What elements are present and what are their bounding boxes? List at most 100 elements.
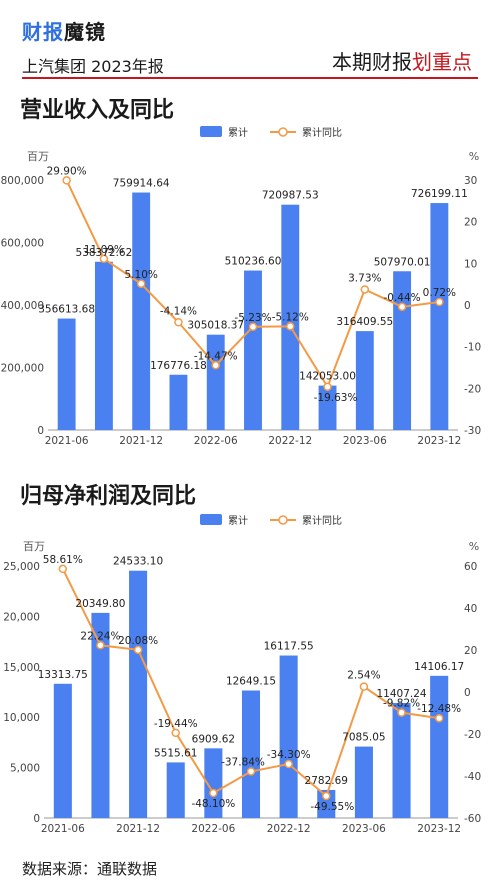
bar-value-label: 356613.68 bbox=[38, 304, 95, 316]
yoy-point bbox=[323, 382, 332, 392]
yoy-point bbox=[322, 791, 331, 801]
yoy-point bbox=[58, 564, 68, 574]
x-axis-tick: 2022-06 bbox=[194, 435, 238, 447]
bar-value-label: 20349.80 bbox=[75, 598, 125, 610]
bar-value-label: 176776.18 bbox=[150, 360, 207, 372]
brand-logo: 财报魔镜 bbox=[22, 16, 106, 45]
legend-swatch-bar bbox=[200, 514, 222, 525]
yoy-value-label: 11.09% bbox=[84, 244, 124, 256]
x-axis-tick: 2022-12 bbox=[268, 435, 312, 447]
brand-part2: 魔镜 bbox=[64, 20, 106, 44]
bar bbox=[317, 789, 336, 818]
yoy-point bbox=[96, 641, 105, 650]
bar-value-label: 12649.15 bbox=[226, 675, 276, 687]
yoy-point bbox=[397, 708, 406, 717]
legend-label-bar: 累计 bbox=[228, 126, 248, 139]
left-axis-tick: 10,000 bbox=[3, 712, 40, 724]
yoy-point bbox=[209, 788, 218, 798]
yoy-point bbox=[397, 302, 407, 312]
yoy-point bbox=[136, 279, 146, 288]
yoy-value-label: -49.55% bbox=[310, 801, 354, 813]
bar-value-label: 759914.64 bbox=[113, 178, 170, 190]
right-axis-tick: -20 bbox=[464, 729, 481, 741]
yoy-value-label: -4.14% bbox=[160, 305, 197, 317]
right-axis-tick: 0 bbox=[464, 300, 471, 312]
x-axis-tick: 2022-06 bbox=[191, 823, 235, 835]
yoy-point bbox=[62, 176, 71, 185]
left-axis-tick: 0 bbox=[33, 813, 40, 825]
bar bbox=[318, 385, 337, 430]
x-axis-tick: 2021-12 bbox=[119, 435, 163, 447]
bar bbox=[91, 612, 110, 818]
bar bbox=[57, 318, 76, 430]
bar bbox=[241, 690, 261, 818]
bar bbox=[281, 204, 300, 430]
right-axis-unit: % bbox=[469, 150, 479, 163]
chart-title-net-profit: 归母净利润及同比 bbox=[20, 484, 197, 509]
page-header: 财报魔镜 上汽集团 2023年报 本期财报划重点 bbox=[0, 0, 500, 80]
brand-part1: 财报 bbox=[22, 20, 64, 44]
yoy-point bbox=[246, 767, 256, 776]
yoy-point bbox=[174, 318, 183, 327]
legend-label-line: 累计同比 bbox=[302, 126, 342, 139]
right-axis-tick: 30 bbox=[464, 175, 477, 187]
yoy-value-label: 29.90% bbox=[47, 165, 87, 177]
yoy-point bbox=[248, 322, 258, 332]
yoy-point bbox=[359, 682, 369, 691]
right-axis-tick: 10 bbox=[464, 258, 477, 270]
legend-label-bar: 累计 bbox=[228, 514, 248, 527]
x-axis-tick: 2023-12 bbox=[417, 435, 461, 447]
bar-value-label: 5515.61 bbox=[154, 747, 197, 759]
yoy-point bbox=[435, 297, 444, 307]
left-axis-tick: 600,000 bbox=[1, 238, 44, 250]
bar-value-label: 510236.60 bbox=[225, 256, 282, 268]
bar-value-label: 14106.17 bbox=[414, 661, 464, 673]
legend-swatch-bar bbox=[200, 126, 222, 137]
right-axis-tick: 40 bbox=[464, 603, 477, 615]
yoy-point bbox=[284, 759, 293, 769]
bar-value-label: 507970.01 bbox=[374, 256, 431, 268]
yoy-point bbox=[211, 361, 220, 370]
bar bbox=[355, 331, 374, 430]
yoy-value-label: 3.73% bbox=[348, 272, 381, 284]
bar-value-label: 305018.37 bbox=[187, 320, 244, 332]
data-source: 数据来源：通联数据 bbox=[22, 860, 158, 878]
header-divider bbox=[22, 77, 478, 79]
bar bbox=[204, 748, 223, 818]
x-axis-tick: 2021-06 bbox=[45, 435, 89, 447]
bar-value-label: 2782.69 bbox=[305, 775, 348, 787]
right-axis-tick: 0 bbox=[464, 687, 471, 699]
x-axis-tick: 2023-12 bbox=[417, 823, 461, 835]
bar bbox=[132, 192, 151, 430]
bar-value-label: 11407.24 bbox=[376, 688, 426, 700]
x-axis-tick: 2023-06 bbox=[342, 823, 386, 835]
bar bbox=[430, 675, 449, 818]
yoy-value-label: 0.72% bbox=[423, 287, 456, 299]
headline-part2: 划重点 bbox=[412, 50, 472, 74]
yoy-value-label: -5.12% bbox=[272, 311, 309, 323]
yoy-value-label: -37.84% bbox=[221, 756, 265, 768]
right-axis-tick: -60 bbox=[464, 813, 481, 825]
right-axis-tick: 20 bbox=[464, 217, 477, 229]
bar-value-label: 726199.11 bbox=[411, 188, 468, 200]
legend-label-line: 累计同比 bbox=[302, 514, 342, 527]
bar bbox=[244, 270, 262, 430]
bar-value-label: 142053.00 bbox=[299, 371, 356, 383]
legend-swatch-marker bbox=[278, 515, 288, 525]
bar-value-label: 720987.53 bbox=[262, 190, 319, 202]
right-axis-tick: 60 bbox=[464, 561, 477, 573]
x-axis-tick: 2021-12 bbox=[116, 823, 160, 835]
yoy-value-label: -9.82% bbox=[383, 698, 420, 710]
headline-part1: 本期财报 bbox=[332, 50, 412, 74]
report-subtitle: 上汽集团 2023年报 bbox=[22, 57, 164, 76]
yoy-point bbox=[434, 713, 444, 723]
bar bbox=[53, 683, 72, 818]
right-axis-unit: % bbox=[469, 540, 479, 553]
bar bbox=[393, 271, 412, 430]
bar bbox=[166, 762, 185, 818]
right-axis-tick: 20 bbox=[464, 645, 477, 657]
left-axis-tick: 5,000 bbox=[10, 763, 40, 775]
right-axis-tick: -10 bbox=[464, 342, 481, 354]
